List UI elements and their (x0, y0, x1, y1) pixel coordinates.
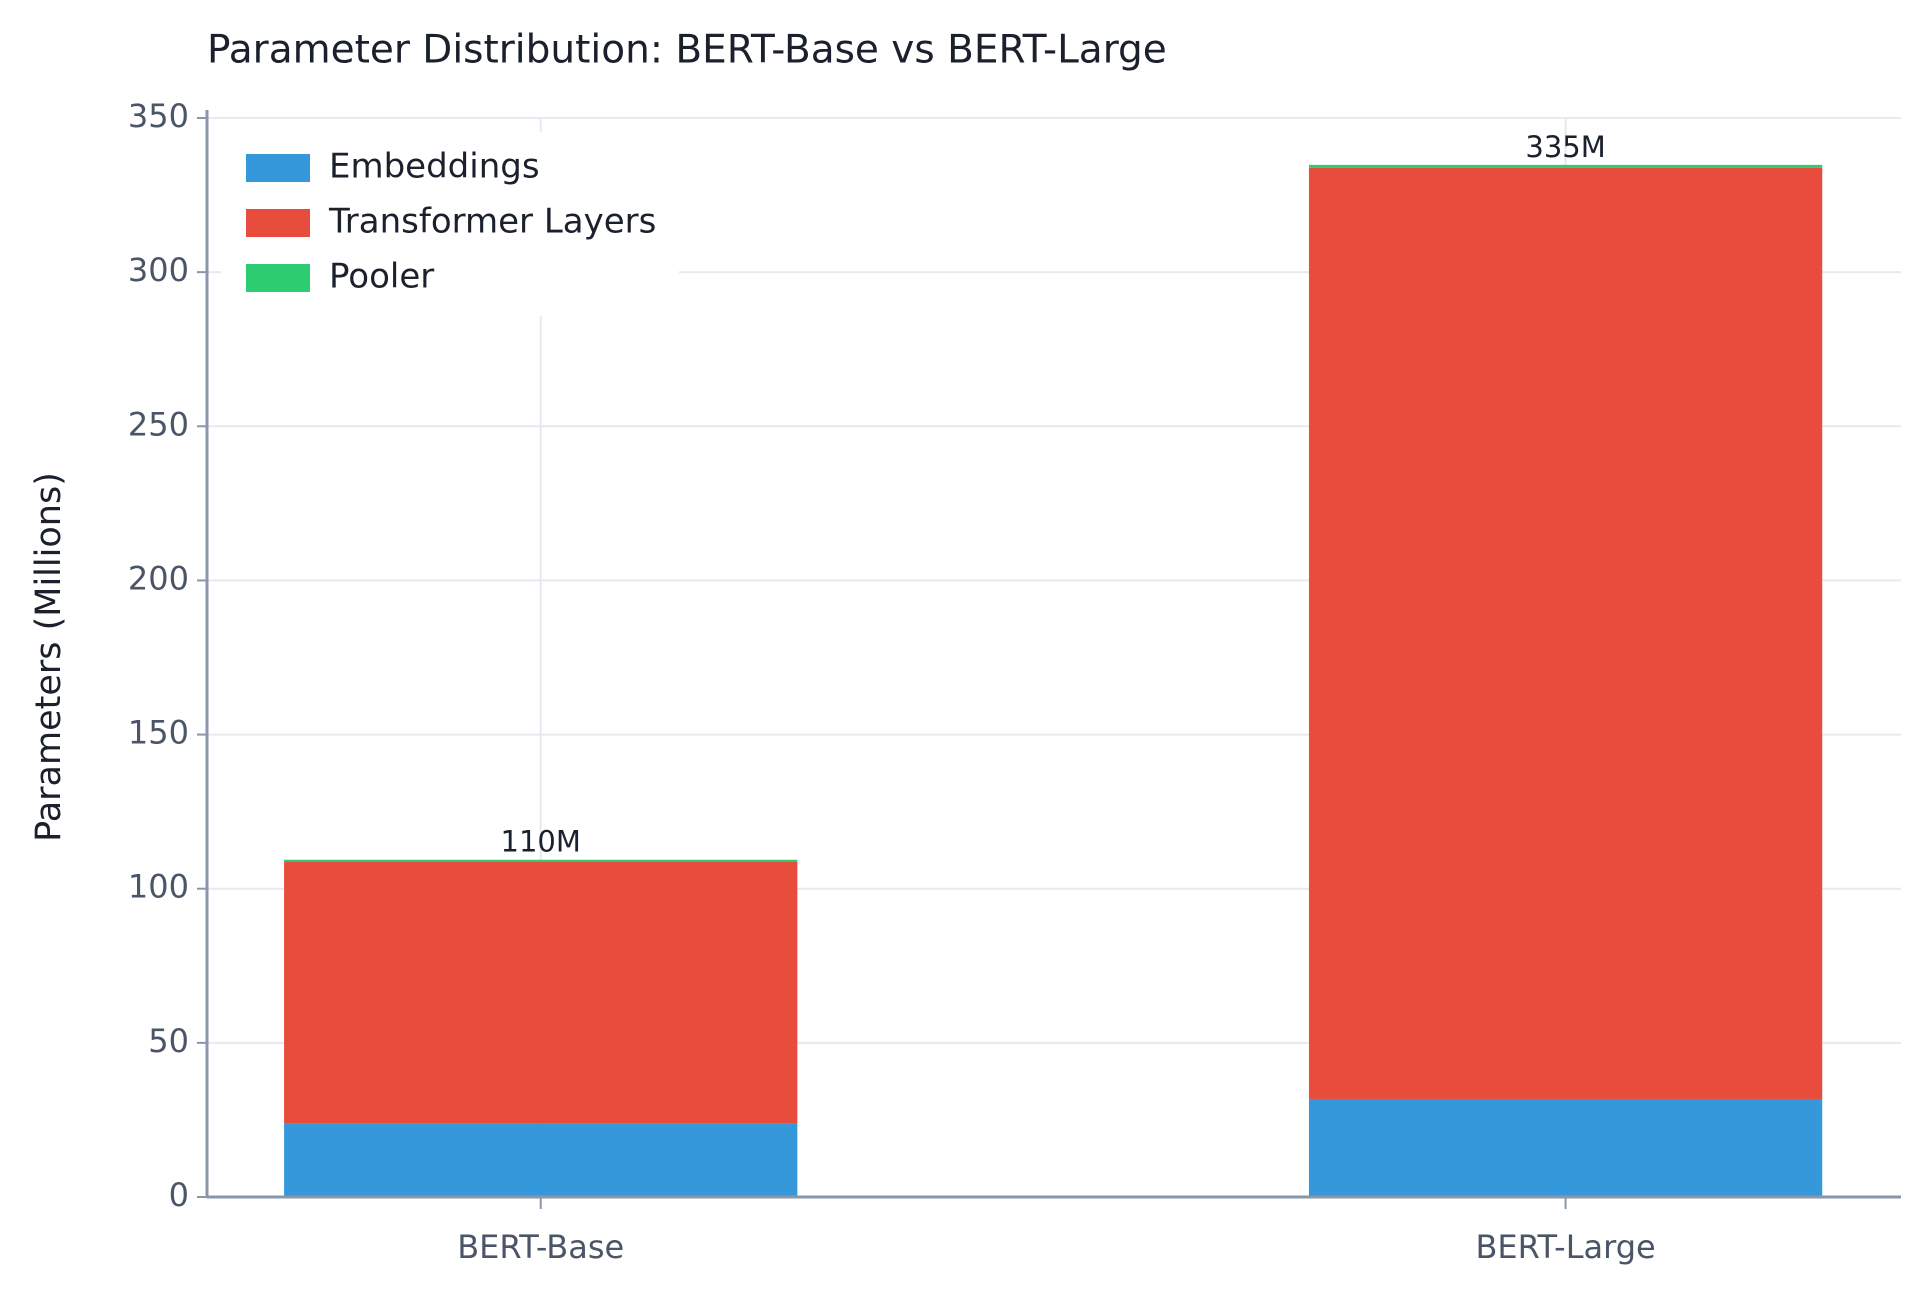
bar-segment (1308, 1098, 1823, 1197)
total-label: 110M (501, 825, 581, 859)
chart-title: Parameter Distribution: BERT-Base vs BER… (207, 28, 1167, 73)
y-tick-label: 50 (148, 1022, 189, 1060)
y-tick-label: 100 (128, 868, 189, 906)
bar-segment (1308, 167, 1823, 1099)
legend-label: Embeddings (329, 147, 540, 187)
legend-label: Transformer Layers (328, 202, 656, 242)
y-tick-label: 150 (128, 714, 189, 752)
y-tick-label: 300 (128, 251, 189, 289)
x-tick-label: BERT-Base (457, 1228, 624, 1266)
y-tick-label: 0 (169, 1176, 189, 1214)
y-tick-label: 250 (128, 405, 189, 443)
bar-segment (1308, 164, 1823, 168)
legend-label: Pooler (329, 257, 434, 297)
x-tick-label: BERT-Large (1475, 1228, 1655, 1266)
y-axis-label: Parameters (Millions) (29, 472, 69, 842)
legend-swatch (246, 209, 310, 237)
legend-swatch (246, 264, 310, 292)
bar-segment (284, 859, 798, 862)
legend-swatch (246, 154, 310, 182)
total-label: 335M (1525, 130, 1605, 164)
bar-segment (284, 1123, 798, 1197)
y-tick-label: 350 (128, 97, 189, 135)
y-tick-label: 200 (128, 559, 189, 597)
bar-segment (284, 861, 798, 1124)
